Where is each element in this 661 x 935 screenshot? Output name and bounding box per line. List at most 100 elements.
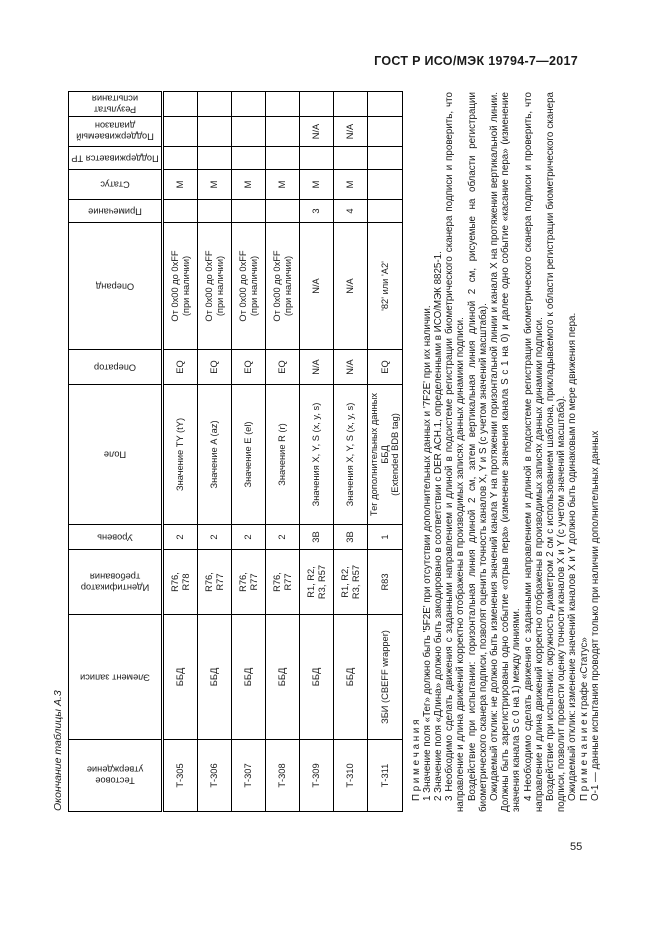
- table-cell: [162, 116, 198, 147]
- table-cell: ЗБИ (CBEFF wrapper): [367, 614, 402, 740]
- table-cell: EQ: [231, 349, 266, 385]
- column-header-test-assertion: Тестовое утверждение: [68, 739, 163, 812]
- table-cell: М: [265, 169, 300, 200]
- column-header-note: Примечание: [68, 199, 163, 223]
- table-cell: Значение E (el): [231, 384, 266, 525]
- table-cell: 2: [231, 524, 266, 550]
- table-cell: N/A: [333, 349, 368, 385]
- table-cell: 2: [197, 524, 232, 550]
- table-cell: Т-309: [299, 739, 334, 812]
- table-cell: Т-311: [367, 739, 402, 812]
- table-cell: ББД: [299, 614, 334, 740]
- table-cell: [162, 91, 198, 117]
- footnote-paragraph: Ожидаемый отклик: не должно быть изменен…: [488, 92, 523, 812]
- table-cell: Т-306: [197, 739, 232, 812]
- table-cell: [265, 91, 300, 117]
- column-header-operator: Оператор: [68, 349, 163, 385]
- table-cell: Т-308: [265, 739, 300, 812]
- table-cell: EQ: [367, 349, 402, 385]
- footnote-paragraph: 2 Значение поля «Длина» должно быть зако…: [432, 251, 444, 801]
- column-header-test-result: Результат испытания: [68, 91, 163, 117]
- footnote-paragraph: Воздействие при испытании: горизонтальна…: [466, 92, 489, 812]
- table-cell: 3B: [299, 524, 334, 550]
- table-cell: [162, 199, 198, 223]
- table-cell: [197, 146, 232, 170]
- table-cell: [231, 199, 266, 223]
- footnotes-list: 1 Значение поля «Тег» должно быть '5F2E'…: [422, 92, 579, 812]
- table-cell: N/A: [299, 349, 334, 385]
- table-cell: От 0x00 до 0xFF (при наличии): [197, 222, 232, 350]
- page-number: 55: [570, 841, 583, 853]
- column-header-record-element: Элемент записи: [68, 614, 163, 740]
- table-row: Т-309 ББД R1, R2, R3, R57 3B Значения X, Y, …: [299, 91, 334, 812]
- table-cell: М: [162, 169, 198, 200]
- table-cell: 1: [367, 524, 402, 550]
- column-header-requirement-id: Идентификатор требования: [68, 549, 163, 615]
- column-header-supported-tr: Поддерживается ТР: [68, 146, 163, 170]
- status-note-text: О-1 — данные испытания проводят только п…: [589, 430, 601, 801]
- table-cell: [197, 116, 232, 147]
- column-header-field: Поле: [68, 384, 163, 525]
- table-cell: М: [197, 169, 232, 200]
- footnote-paragraph: 1 Значение поля «Тег» должно быть '5F2E'…: [421, 305, 433, 801]
- table-cell: Значение R (r): [265, 384, 300, 525]
- table-cell: ББД: [265, 614, 300, 740]
- table-cell: N/A: [333, 222, 368, 350]
- table-cell: 4: [333, 199, 368, 223]
- table-cell: EQ: [265, 349, 300, 385]
- table-cell: EQ: [162, 349, 198, 385]
- table-cell: ББД: [197, 614, 232, 740]
- footnotes-block: П р и м е ч а н и я 1 Значение поля «Тег…: [411, 92, 601, 812]
- table-cell: М: [231, 169, 266, 200]
- table-cell: [367, 91, 402, 117]
- footnote-paragraph: 4 Необходимо сделать движения с заданным…: [522, 92, 545, 812]
- footnote-paragraph: Воздействие при испытании: окружность ди…: [544, 92, 568, 812]
- table-cell: ББД: [231, 614, 266, 740]
- table-cell: [367, 116, 402, 147]
- rotated-table-area: Окончание таблицы А.3 Тестовое утвержден…: [52, 91, 608, 812]
- document-header-title: ГОСТ Р ИСО/МЭК 19794-7—2017: [374, 54, 578, 68]
- table-cell: [197, 91, 232, 117]
- footnote-paragraph: Ожидаемый отклик: изменение значений кан…: [567, 312, 579, 801]
- table-cell: Значения X, Y, S (x, y, s): [299, 384, 334, 525]
- table-cell: [367, 146, 402, 170]
- table-cell: [299, 146, 334, 170]
- table-cell: От 0x00 до 0xFF (при наличии): [265, 222, 300, 350]
- column-header-level: Уровень: [68, 524, 163, 550]
- table-cell: Тег дополнительных данных ББД (Extended …: [367, 384, 402, 525]
- table-cell: Т-305: [162, 739, 198, 812]
- table-cell: От 0x00 до 0xFF (при наличии): [162, 222, 198, 350]
- table-cell: [231, 146, 266, 170]
- table-caption: Окончание таблицы А.3: [52, 690, 64, 811]
- status-note-heading: П р и м е ч а н и е к графе «Статус»: [578, 637, 590, 801]
- table-cell: R1, R2, R3, R57: [299, 549, 334, 615]
- table-cell: [333, 91, 368, 117]
- table-cell: [231, 116, 266, 147]
- column-header-supported-range: Поддерживаемый диапазон: [68, 116, 163, 147]
- table-cell: R76, R77: [231, 549, 266, 615]
- table-cell: 3B: [333, 524, 368, 550]
- table-cell: [265, 146, 300, 170]
- table-cell: [367, 169, 402, 200]
- table-row: Т-306 ББД R76, R77 2 Значение A (az) EQ От 0x0…: [197, 91, 232, 812]
- table-cell: Т-310: [333, 739, 368, 812]
- table-cell: ББД: [162, 614, 198, 740]
- table-row: Т-307 ББД R76, R77 2 Значение E (el) EQ От 0x0…: [231, 91, 266, 812]
- table-cell: N/A: [299, 116, 334, 147]
- table-cell: [197, 199, 232, 223]
- table-body: Т-305 ББД R76, R78 2 Значение TY (tY) EQ От 0x…: [162, 91, 402, 812]
- table-cell: R83: [367, 549, 402, 615]
- table-cell: [299, 91, 334, 117]
- column-header-operand: Операнд: [68, 222, 163, 350]
- table-cell: От 0x00 до 0xFF (при наличии): [231, 222, 266, 350]
- table-cell: R1, R2, R3, R57: [333, 549, 368, 615]
- table-cell: 3: [299, 199, 334, 223]
- table-cell: М: [299, 169, 334, 200]
- footnote-paragraph: 3 Необходимо сделать движения с заданным…: [444, 92, 467, 812]
- table-cell: ББД: [333, 614, 368, 740]
- table-cell: Т-307: [231, 739, 266, 812]
- table-row: Т-308 ББД R76, R77 2 Значение R (r) EQ От 0x00…: [265, 91, 300, 812]
- table-cell: N/A: [299, 222, 334, 350]
- table-row: Т-310 ББД R1, R2, R3, R57 3B Значения X, Y, …: [333, 91, 368, 812]
